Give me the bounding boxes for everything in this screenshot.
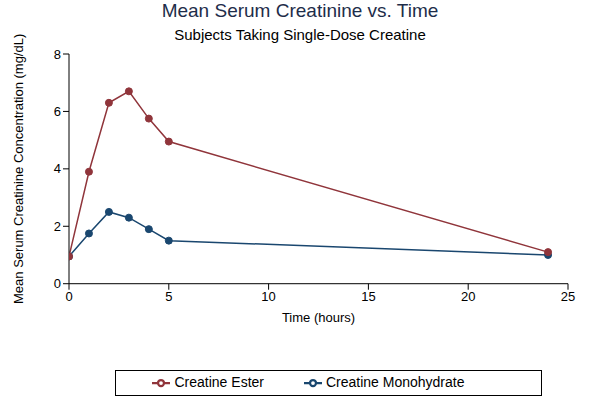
svg-text:4: 4 (54, 161, 61, 176)
html-text:Creatine Ester: Creatine Ester (174, 373, 264, 390)
svg-text:Time (hours): Time (hours) (282, 310, 355, 325)
svg-text:0: 0 (65, 289, 72, 304)
svg-text:2: 2 (54, 219, 61, 234)
svg-text:10: 10 (261, 289, 275, 304)
html-text:Creatine Monohydrate: Creatine Monohydrate (326, 373, 465, 390)
svg-text:8: 8 (54, 47, 61, 62)
svg-text:5: 5 (165, 289, 172, 304)
svg-text:6: 6 (54, 104, 61, 119)
html-text:Subjects Taking Single-Dose Cr: Subjects Taking Single-Dose Creatine (174, 26, 426, 43)
svg-text:15: 15 (361, 289, 375, 304)
html-text:Mean Serum Creatinine vs. Time: Mean Serum Creatinine vs. Time (161, 0, 439, 21)
svg-text:0: 0 (54, 276, 61, 291)
svg-text:Mean Serum Creatinine Concentr: Mean Serum Creatinine Concentration (mg/… (11, 34, 26, 304)
svg-text:20: 20 (461, 289, 475, 304)
svg-text:25: 25 (561, 289, 575, 304)
